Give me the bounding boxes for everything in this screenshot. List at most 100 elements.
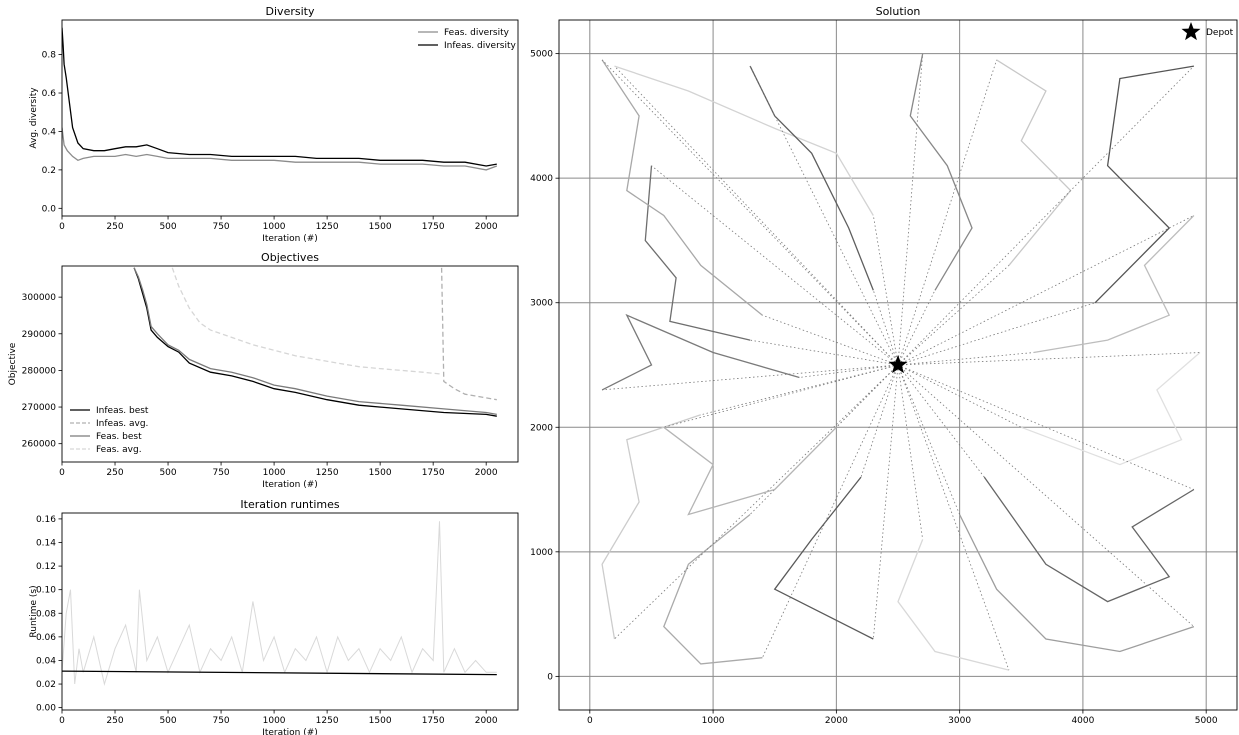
series-line-3 (172, 268, 441, 374)
x-tick-label: 1750 (422, 222, 445, 232)
y-tick-label: 0.8 (42, 51, 57, 61)
depot-link (898, 353, 1200, 365)
chart-title: Diversity (266, 5, 315, 18)
series-line-1 (62, 671, 497, 675)
depot-link (750, 340, 898, 365)
y-tick-label: 300000 (22, 293, 57, 303)
series-line-0 (62, 521, 497, 684)
x-tick-label: 1750 (422, 468, 445, 478)
depot-link (602, 365, 898, 390)
x-tick-label: 1250 (316, 468, 339, 478)
x-tick-label: 1750 (422, 716, 445, 726)
chart-title: Objectives (261, 251, 319, 264)
x-tick-label: 1500 (369, 222, 392, 232)
y-tick-label: 0.0 (42, 204, 57, 214)
depot-link (836, 365, 898, 427)
route-2 (615, 66, 874, 215)
route-12 (775, 477, 874, 639)
depot-link (614, 365, 898, 639)
y-tick-label: 3000 (530, 299, 553, 309)
x-tick-label: 2000 (475, 468, 498, 478)
y-tick-label: 0.6 (42, 89, 57, 99)
axes-frame (62, 513, 518, 710)
x-tick-label: 750 (212, 222, 229, 232)
x-axis-label: Iteration (#) (262, 480, 318, 490)
panel-diversity: Diversity0 250 500 750 1000 1250 1500 1750 20000… (29, 5, 518, 244)
plot-area (62, 28, 497, 170)
depot-link (898, 66, 1194, 365)
route-0 (645, 166, 750, 340)
x-tick-label: 4000 (1071, 716, 1094, 726)
x-tick-label: 1250 (316, 222, 339, 232)
chart-title: Solution (876, 5, 921, 18)
depot-link (898, 303, 1095, 365)
x-tick-label: 1000 (263, 716, 286, 726)
legend-label: Infeas. diversity (444, 41, 516, 51)
depot-link (898, 216, 1194, 365)
x-tick-label: 250 (106, 222, 123, 232)
x-axis-label: Iteration (#) (262, 728, 318, 735)
depot-link (664, 365, 898, 427)
route-5 (997, 60, 1071, 266)
x-tick-label: 750 (212, 468, 229, 478)
depot-link (750, 66, 898, 365)
y-axis-label: Objective (8, 342, 18, 385)
depot-link (762, 365, 898, 658)
depot-link (873, 365, 898, 639)
x-tick-label: 3000 (948, 716, 971, 726)
x-tick-label: 0 (59, 716, 65, 726)
y-tick-label: 0.06 (36, 633, 56, 643)
series-line-0 (62, 128, 497, 170)
y-tick-label: 0.12 (36, 562, 56, 572)
panel-runtimes: Iteration runtimes 0 250 500 750 1000 1250 1500… (29, 498, 518, 735)
depot-link (898, 265, 1009, 365)
y-tick-label: 0.4 (42, 127, 57, 137)
x-tick-label: 750 (212, 716, 229, 726)
depot-link (614, 66, 898, 365)
y-tick-label: 0.00 (36, 704, 56, 714)
legend-label: Infeas. best (96, 406, 149, 416)
x-tick-label: 5000 (1195, 716, 1218, 726)
route-1 (602, 60, 762, 315)
x-tick-label: 1500 (369, 716, 392, 726)
route-14 (602, 415, 701, 639)
legend-label: Feas. diversity (444, 28, 510, 38)
x-tick-label: 500 (159, 468, 176, 478)
y-tick-label: 0.16 (36, 515, 56, 525)
x-tick-label: 1000 (702, 716, 725, 726)
depot-link (898, 290, 935, 365)
x-tick-label: 0 (59, 222, 65, 232)
x-tick-label: 250 (106, 716, 123, 726)
legend-label: Feas. best (96, 432, 142, 442)
depot-link (873, 216, 898, 365)
depot-link (602, 60, 898, 365)
y-tick-label: 2000 (530, 423, 553, 433)
route-16 (664, 427, 837, 514)
depot-link (898, 365, 923, 539)
x-tick-label: 1000 (263, 222, 286, 232)
x-tick-label: 1000 (263, 468, 286, 478)
x-tick-label: 0 (59, 468, 65, 478)
y-tick-label: 260000 (22, 440, 57, 450)
legend-depot-label: Depot (1206, 28, 1234, 38)
depot-link (799, 365, 898, 377)
x-tick-label: 2000 (825, 716, 848, 726)
x-tick-label: 500 (159, 716, 176, 726)
y-tick-label: 280000 (22, 366, 57, 376)
plot-area (62, 521, 497, 684)
chart-title: Iteration runtimes (240, 498, 339, 511)
y-tick-label: 0.04 (36, 656, 56, 666)
panel-solution: Solution 0 1000 2000 3000 4000 5000 0 1000 2000 30… (530, 5, 1237, 726)
depot-link (898, 365, 984, 477)
x-tick-label: 2000 (475, 716, 498, 726)
depot-link (898, 365, 1194, 627)
route-6 (1095, 66, 1194, 303)
route-15 (602, 315, 799, 390)
x-tick-label: 500 (159, 222, 176, 232)
legend-depot-marker (1182, 22, 1201, 40)
x-tick-label: 1500 (369, 468, 392, 478)
y-axis-label: Avg. diversity (29, 87, 39, 149)
y-axis-label: Runtime (s) (29, 585, 39, 637)
legend-label: Feas. avg. (96, 445, 142, 455)
depot-link (701, 365, 898, 415)
